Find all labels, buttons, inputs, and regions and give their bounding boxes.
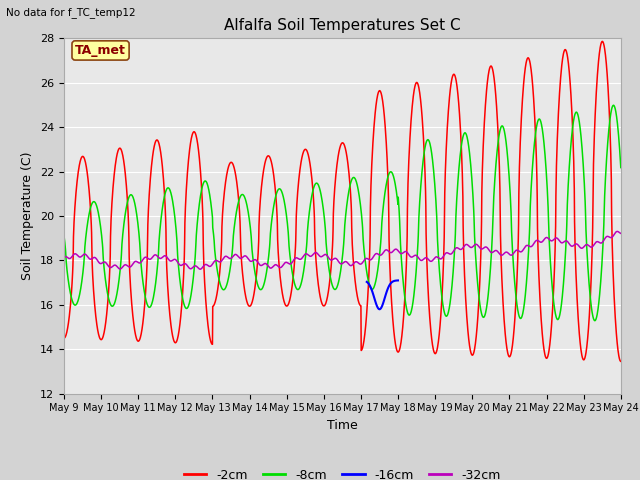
Line: -32cm: -32cm [64, 231, 621, 269]
-32cm [499, 252, 506, 258]
-32cm [617, 230, 625, 236]
Legend: -2cm, -8cm, -16cm, -32cm: -2cm, -8cm, -16cm, -32cm [179, 464, 506, 480]
Y-axis label: Soil Temperature (C): Soil Temperature (C) [22, 152, 35, 280]
-2cm [316, 293, 324, 299]
-16cm [364, 280, 372, 286]
Title: Alfalfa Soil Temperatures Set C: Alfalfa Soil Temperatures Set C [224, 18, 461, 33]
-2cm [499, 288, 506, 294]
-2cm [88, 266, 96, 272]
-2cm [598, 38, 606, 44]
-2cm [60, 335, 68, 341]
-16cm [392, 278, 400, 284]
Line: -16cm: -16cm [367, 280, 398, 309]
-8cm [601, 187, 609, 192]
-8cm [60, 233, 68, 239]
X-axis label: Time: Time [327, 419, 358, 432]
-16cm [363, 279, 371, 285]
Line: -2cm: -2cm [64, 41, 621, 361]
Line: -8cm: -8cm [64, 105, 621, 321]
-16cm [394, 277, 402, 283]
-8cm [617, 165, 625, 170]
-8cm [601, 193, 609, 199]
-32cm [331, 255, 339, 261]
-16cm [389, 278, 397, 284]
-8cm [88, 200, 96, 205]
-2cm [331, 185, 339, 191]
-16cm [373, 303, 381, 309]
-32cm [196, 266, 204, 272]
-8cm [610, 102, 618, 108]
-32cm [613, 228, 621, 234]
-8cm [316, 187, 324, 192]
-32cm [60, 254, 68, 260]
-2cm [601, 46, 609, 52]
-8cm [499, 123, 506, 129]
-32cm [601, 236, 609, 242]
Text: No data for f_TC_temp12: No data for f_TC_temp12 [6, 7, 136, 18]
Text: TA_met: TA_met [75, 44, 126, 57]
-16cm [376, 306, 383, 312]
-8cm [591, 318, 599, 324]
-32cm [88, 255, 96, 261]
-32cm [316, 253, 324, 259]
-32cm [601, 236, 609, 241]
-16cm [387, 281, 394, 287]
-2cm [601, 48, 609, 54]
-2cm [617, 359, 625, 364]
-16cm [364, 280, 371, 286]
-8cm [331, 287, 339, 292]
